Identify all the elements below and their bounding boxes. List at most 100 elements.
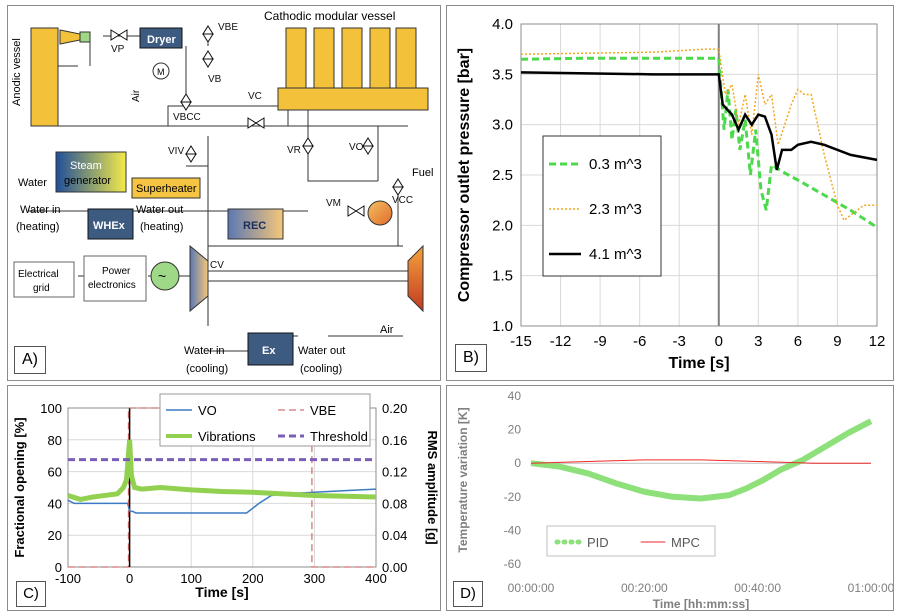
valve-vm-label: VM: [326, 198, 341, 209]
superheater-label: Superheater: [136, 183, 197, 195]
series-line-Vibrations: [67, 439, 377, 503]
x-tick-label: 00:00:00: [508, 581, 555, 595]
chart-d: -60 -40 -20 0 20 40 00:00:00 00:20:00 00:40:00 01…: [456, 389, 895, 611]
steam-label-2: generator: [64, 175, 111, 187]
anodic-vessel-label: Anodic vessel: [11, 38, 23, 106]
grid-label-1: Electrical: [18, 269, 59, 280]
motor-label: M: [157, 67, 165, 77]
legend-label: Threshold: [310, 429, 368, 444]
y-tick-label: 2.5: [492, 167, 513, 184]
x-tick-label: -15: [510, 333, 532, 350]
y-tick-label: 1.5: [492, 268, 513, 285]
valve-vcc-label: VCC: [392, 195, 413, 206]
x-tick-label: -9: [593, 333, 606, 350]
y-axis-title: Temperature variation [K]: [456, 407, 470, 552]
valve-vc-label: VC: [248, 91, 262, 102]
valve-viv-label: VIV: [168, 146, 184, 157]
panel-a: Anodic vessel Dryer M Air Cathodic modul…: [7, 5, 441, 381]
ex-box: [247, 332, 294, 366]
ejector: [59, 29, 81, 45]
y-axis-title: Compressor outlet pressure [bar]: [456, 48, 473, 302]
panel-d-tag: D): [453, 581, 483, 607]
cathodic-modules: [277, 27, 429, 111]
y-tick-label: -40: [504, 523, 522, 537]
x-tick-label: 00:20:00: [621, 581, 668, 595]
water-label: Water: [18, 177, 47, 189]
series-line-MPC: [530, 459, 871, 464]
x-tick-label: 200: [242, 571, 264, 586]
x-tick-label: 01:00:00: [848, 581, 893, 595]
legend-label: PID: [587, 535, 609, 550]
ex-label: Ex: [262, 345, 276, 357]
legend-label: 0.3 m^3: [589, 156, 642, 173]
panel-a-tag: A): [14, 346, 46, 374]
x-tick-label: 12: [869, 333, 886, 350]
y-tick-label: -60: [504, 557, 522, 571]
legend-box: [546, 525, 716, 557]
air-right-label: Air: [380, 324, 394, 336]
air-side-label: Air: [131, 89, 142, 102]
steam-generator-box: [55, 151, 127, 193]
legend-label: Vibrations: [198, 429, 256, 444]
y2-tick-label: 0.16: [382, 433, 407, 448]
dryer-box: [139, 27, 183, 49]
x-tick-label: -3: [673, 333, 686, 350]
compressor-shape: [407, 244, 424, 313]
legend-label: 4.1 m^3: [589, 246, 642, 263]
y-tick-label: 2.0: [492, 217, 513, 234]
panel-c: -100 0 100 200 300 400 0 20 40 60 80 100 0.00 0.04 0.0…: [7, 385, 441, 611]
x-tick-label: 00:40:00: [734, 581, 781, 595]
y-tick-label: 0: [514, 456, 521, 470]
y2-tick-label: 0.08: [382, 496, 407, 511]
y-tick-label: 100: [40, 401, 62, 416]
legend-label: MPC: [671, 535, 700, 550]
y2-tick-label: 0.00: [382, 560, 407, 575]
cathodic-vessel-label: Cathodic modular vessel: [264, 9, 395, 23]
y2-tick-label: 0.04: [382, 528, 407, 543]
legend-box: [159, 393, 371, 447]
x-tick-label: 0: [126, 571, 133, 586]
panel-b: -15 -12 -9 -6 -3 0 3 6 9 12 1.0 1.5 2.0 2.5 3.0 3.5 4.0 T…: [446, 5, 894, 381]
y2-tick-label: 0.12: [382, 465, 407, 480]
cooling-right-label: (cooling): [300, 363, 342, 375]
valve-cv-label: CV: [210, 260, 224, 271]
y-tick-label: -20: [504, 490, 522, 504]
y-tick-label: 1.0: [492, 318, 513, 335]
series-line-0-3-m-3: [520, 56, 878, 229]
valve-vp-label: VP: [111, 44, 125, 55]
y-tick-label: 3.0: [492, 117, 513, 134]
water-out-cooling-label: Water out: [298, 345, 345, 357]
heating-left-label: (heating): [16, 221, 59, 233]
dryer-label: Dryer: [147, 34, 176, 46]
x-axis-title: Time [hh:mm:ss]: [653, 597, 749, 610]
x-tick-label: 400: [365, 571, 387, 586]
x-axis-title: Time [s]: [668, 355, 729, 372]
pe-label-2: electronics: [88, 280, 136, 291]
cooling-left-label: (cooling): [186, 363, 228, 375]
ejector-nozzle: [79, 31, 91, 43]
legend-label: VBE: [310, 403, 336, 418]
x-tick-label: -12: [550, 333, 572, 350]
anodic-vessel-body: [30, 27, 59, 127]
x-tick-label: 100: [180, 571, 202, 586]
pe-label-1: Power: [102, 266, 131, 277]
valve-vbe-label: VBE: [218, 22, 238, 33]
shaft: [207, 270, 409, 282]
series-line-4-1-m-3: [520, 71, 878, 171]
valve-vo-label: VO: [349, 142, 364, 153]
y-tick-label: 60: [48, 465, 62, 480]
y-tick-label: 3.5: [492, 66, 513, 83]
y-axis-title: Fractional opening [%]: [12, 417, 27, 557]
power-electronics-box: [83, 255, 147, 302]
panel-c-tag: C): [16, 581, 46, 607]
y2-tick-label: 0.20: [382, 401, 407, 416]
y-tick-label: 40: [508, 389, 522, 403]
blower-icon: [152, 62, 170, 80]
rec-label: REC: [243, 220, 266, 232]
x-tick-label: -100: [55, 571, 81, 586]
valve-vr-label: VR: [287, 145, 301, 156]
y-tick-label: 0: [55, 560, 62, 575]
grid-box: [13, 261, 75, 298]
series-line-PID: [530, 418, 873, 502]
series-line-2-3-m-3: [520, 48, 877, 222]
